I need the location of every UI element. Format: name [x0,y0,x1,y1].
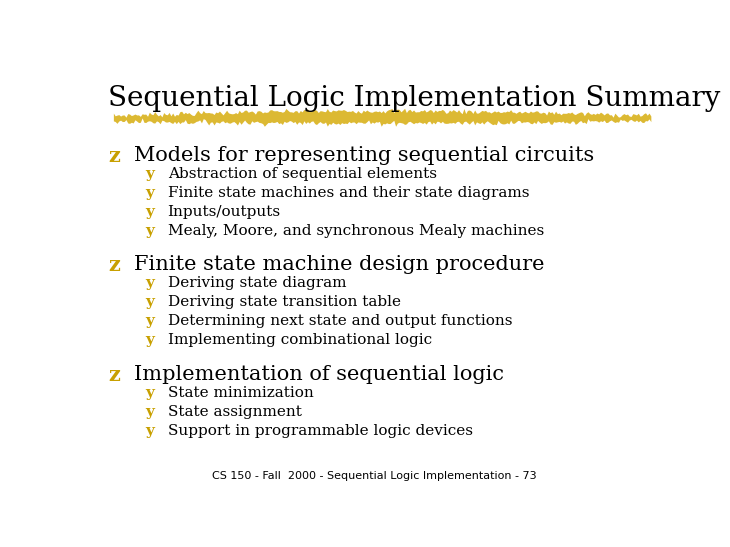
Text: Inputs/outputs: Inputs/outputs [168,205,281,219]
Text: y: y [145,333,154,347]
Text: Models for representing sequential circuits: Models for representing sequential circu… [134,146,594,165]
Polygon shape [114,109,651,127]
Text: y: y [145,224,154,237]
Text: Deriving state diagram: Deriving state diagram [168,276,346,290]
Text: Determining next state and output functions: Determining next state and output functi… [168,314,512,328]
Text: Implementation of sequential logic: Implementation of sequential logic [134,365,504,383]
Text: Deriving state transition table: Deriving state transition table [168,295,401,309]
Text: CS 150 - Fall  2000 - Sequential Logic Implementation - 73: CS 150 - Fall 2000 - Sequential Logic Im… [212,470,537,480]
Text: y: y [145,424,154,438]
Text: Finite state machines and their state diagrams: Finite state machines and their state di… [168,185,529,200]
Text: y: y [145,295,154,309]
Text: State minimization: State minimization [168,386,313,400]
Text: y: y [145,167,154,181]
Text: State assignment: State assignment [168,405,301,418]
Text: Mealy, Moore, and synchronous Mealy machines: Mealy, Moore, and synchronous Mealy mach… [168,224,544,237]
Text: y: y [145,276,154,290]
Text: Support in programmable logic devices: Support in programmable logic devices [168,424,472,438]
Text: y: y [145,405,154,418]
Text: z: z [108,255,120,275]
Text: y: y [145,185,154,200]
Text: y: y [145,314,154,328]
Text: z: z [108,146,120,166]
Text: Implementing combinational logic: Implementing combinational logic [168,333,431,347]
Text: Abstraction of sequential elements: Abstraction of sequential elements [168,167,437,181]
Text: y: y [145,205,154,219]
Text: y: y [145,386,154,400]
Text: z: z [108,365,120,385]
Text: Sequential Logic Implementation Summary: Sequential Logic Implementation Summary [108,85,721,112]
Text: Finite state machine design procedure: Finite state machine design procedure [134,255,544,274]
